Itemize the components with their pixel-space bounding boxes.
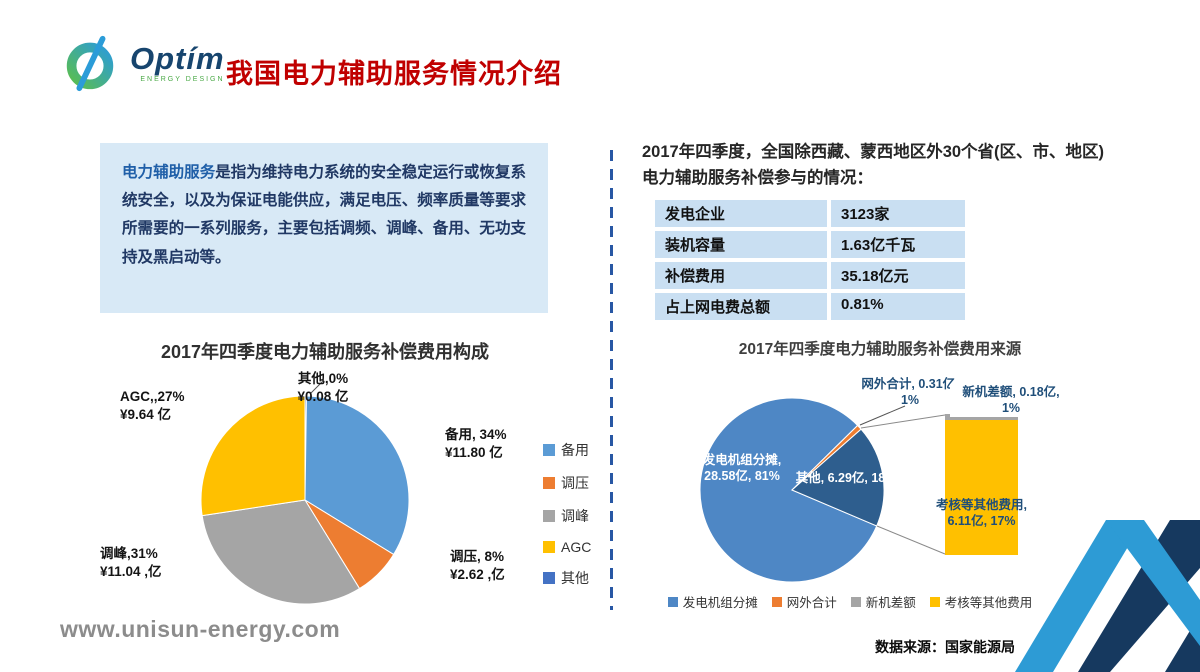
stats-title: 2017年四季度，全国除西藏、蒙西地区外30个省(区、市、地区) 电力辅助服务补… bbox=[642, 143, 1105, 187]
connector-line bbox=[876, 525, 946, 555]
pie-slice-AGC bbox=[200, 395, 306, 517]
pie-slice-发电机组分摊 bbox=[699, 397, 878, 583]
logo-text: Optím bbox=[130, 41, 225, 76]
legend-item-网外合计: 网外合计 bbox=[771, 592, 837, 611]
intro-highlight: 电力辅助服务 bbox=[122, 164, 216, 181]
page-title: 我国电力辅助服务情况介绍 bbox=[226, 59, 562, 89]
legend-item-考核等其他费用: 考核等其他费用 bbox=[929, 592, 1033, 611]
legend-item-发电机组分摊: 发电机组分摊 bbox=[667, 592, 758, 611]
chart1-title: 2017年四季度电力辅助服务补偿费用构成 bbox=[160, 342, 490, 362]
decorative-chevron bbox=[1015, 520, 1200, 672]
legend-label: AGC bbox=[561, 539, 592, 555]
stat-row: 发电企业 3123家 bbox=[655, 200, 965, 227]
legend-label: 新机差额 bbox=[865, 596, 916, 610]
pie1-label-agc: AGC,,27% ¥9.64 亿 bbox=[120, 389, 185, 423]
legend-label: 其他 bbox=[561, 570, 589, 586]
pie2-label-assessment: 考核等其他费用, 6.11亿, 17% bbox=[936, 498, 1027, 529]
stat-row: 补偿费用 35.18亿元 bbox=[655, 262, 965, 289]
pie-chart-compensation-composition bbox=[200, 379, 410, 605]
legend-item-AGC: AGC bbox=[543, 539, 591, 555]
data-source-note: 数据来源：国家能源局 bbox=[875, 639, 1015, 655]
legend-label: 调峰 bbox=[561, 508, 589, 524]
connector-line bbox=[860, 414, 946, 429]
legend-label: 备用 bbox=[561, 442, 589, 458]
logo: Optím ENERGY DESIGN bbox=[60, 32, 225, 94]
pie2-label-newmachine: 新机差额, 0.18亿, 1% bbox=[950, 384, 1072, 417]
vertical-dashed-divider bbox=[610, 150, 613, 610]
pie2-label-main: 发电机组分摊, 28.58亿, 81% bbox=[702, 453, 782, 484]
legend-label: 发电机组分摊 bbox=[682, 596, 758, 610]
connector-line bbox=[859, 405, 906, 426]
intro-box: 电力辅助服务是指为维持电力系统的安全稳定运行或恢复系统安全，以及为保证电能供应，… bbox=[100, 143, 548, 313]
stat-value: 35.18亿元 bbox=[831, 262, 965, 289]
pie2-label-other: 其他, 6.29亿, 18% bbox=[795, 471, 897, 485]
pie-chart-compensation-source bbox=[699, 397, 946, 583]
legend-item-调峰: 调峰 bbox=[543, 506, 591, 526]
legend-item-调压: 调压 bbox=[543, 473, 591, 493]
legend-swatch bbox=[667, 596, 678, 607]
pie-slice-调峰 bbox=[201, 499, 361, 605]
stat-row: 装机容量 1.63亿千瓦 bbox=[655, 231, 965, 258]
legend-swatch bbox=[543, 444, 555, 456]
stat-value: 0.81% bbox=[831, 293, 965, 320]
pie2-legend: 发电机组分摊 网外合计 新机差额 考核等其他费用 bbox=[630, 592, 1070, 611]
legend-swatch bbox=[543, 477, 555, 489]
stat-label: 发电企业 bbox=[655, 200, 827, 227]
legend-swatch bbox=[543, 510, 555, 522]
legend-label: 调压 bbox=[561, 475, 589, 491]
legend-item-备用: 备用 bbox=[543, 440, 591, 460]
legend-label: 网外合计 bbox=[786, 596, 837, 610]
bar-segment-考核等其他费用 bbox=[945, 419, 1018, 555]
legend-item-其他: 其他 bbox=[543, 568, 591, 588]
intro-body: 是指为维持电力系统的安全稳定运行或恢复系统安全，以及为保证电能供应，满足电压、频… bbox=[122, 164, 526, 266]
legend-label: 考核等其他费用 bbox=[944, 596, 1033, 610]
pie-slice-其他 bbox=[791, 428, 885, 527]
website-url: www.unisun-energy.com bbox=[60, 616, 341, 642]
logo-mark-icon bbox=[66, 35, 114, 92]
pie1-label-peak: 调峰,31% ¥11.04 ,亿 bbox=[100, 546, 162, 580]
stats-table: 发电企业 3123家 装机容量 1.63亿千瓦 补偿费用 35.18亿元 占上网电费总额 0.… bbox=[655, 200, 965, 324]
logo-subtext: ENERGY DESIGN bbox=[140, 76, 225, 83]
pie1-label-other: 其他,0% ¥0.08 亿 bbox=[297, 371, 349, 405]
legend-swatch bbox=[850, 596, 861, 607]
pie-slice-备用 bbox=[304, 395, 410, 556]
stat-label: 补偿费用 bbox=[655, 262, 827, 289]
legend-swatch bbox=[543, 541, 555, 553]
legend-item-新机差额: 新机差额 bbox=[850, 592, 916, 611]
stat-label: 占上网电费总额 bbox=[655, 293, 827, 320]
chart2-title: 2017年四季度电力辅助服务补偿费用来源 bbox=[738, 341, 1022, 358]
pie1-legend: 备用调压调峰 AGC 其他 bbox=[543, 440, 591, 588]
bar-segment-新机差额 bbox=[945, 414, 1018, 420]
stat-value: 3123家 bbox=[831, 200, 965, 227]
logo-text-block: Optím ENERGY DESIGN bbox=[130, 43, 225, 83]
legend-swatch bbox=[771, 596, 782, 607]
pie1-label-reserve: 备用, 34% ¥11.80 亿 bbox=[445, 427, 507, 461]
legend-swatch bbox=[543, 572, 555, 584]
legend-swatch bbox=[929, 596, 940, 607]
stat-row: 占上网电费总额 0.81% bbox=[655, 293, 965, 320]
connector-line bbox=[309, 379, 325, 395]
stat-label: 装机容量 bbox=[655, 231, 827, 258]
pie1-label-voltage: 调压, 8% ¥2.62 ,亿 bbox=[450, 549, 505, 583]
pie2-label-grid: 网外合计, 0.31亿, 1% bbox=[861, 377, 959, 408]
stat-value: 1.63亿千瓦 bbox=[831, 231, 965, 258]
bar-of-pie-stack bbox=[945, 414, 1018, 555]
